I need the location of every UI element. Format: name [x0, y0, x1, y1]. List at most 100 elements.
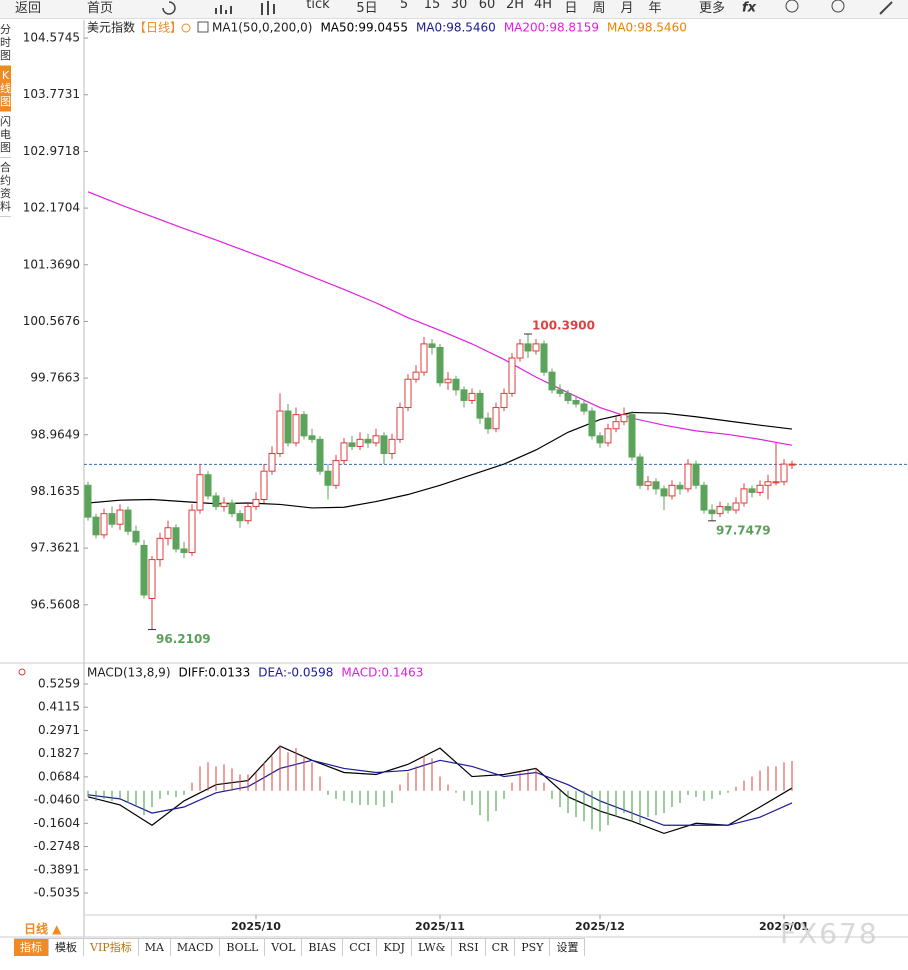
- candle-body: [684, 463, 692, 490]
- candle-body: [396, 407, 404, 440]
- y-tick-label: 103.7731: [23, 87, 80, 101]
- candle-body: [660, 488, 668, 497]
- candle-body: [428, 343, 436, 348]
- indicator-tab[interactable]: BIAS: [302, 938, 344, 956]
- indicator-tab[interactable]: KDJ: [377, 938, 412, 956]
- toolbar-button[interactable]: 30: [450, 0, 468, 12]
- y-tick-label: 98.1635: [30, 484, 80, 498]
- candle-body: [196, 474, 204, 511]
- candle-body: [228, 502, 236, 515]
- line-series: [87, 745, 793, 835]
- toolbar-button[interactable]: 4H: [533, 0, 553, 12]
- indicator-tab[interactable]: CR: [485, 938, 516, 956]
- toolbar-button[interactable]: 月: [620, 1, 634, 16]
- side-tab[interactable]: 合约资料: [0, 158, 11, 217]
- candle-body: [332, 460, 340, 486]
- indicator-tab[interactable]: RSI: [452, 938, 486, 956]
- toolbar: fx 返回 首页 tick 5日 5 15 30 60 2H 4H 日周月年 更多: [0, 0, 908, 19]
- line-series: [87, 759, 793, 826]
- toolbar-button[interactable]: 首页: [86, 1, 114, 16]
- toolbar-button[interactable]: 返回: [14, 1, 42, 16]
- x-tick-label: 2026/01: [759, 920, 809, 933]
- candle-body: [772, 481, 780, 484]
- settings-icon[interactable]: [18, 668, 26, 676]
- candle-body: [668, 484, 676, 497]
- candle-body: [516, 343, 524, 359]
- toolbar-icons: fx: [162, 0, 893, 16]
- side-tab[interactable]: 分时图: [0, 20, 11, 66]
- candle-body: [84, 484, 92, 518]
- candle-icon[interactable]: [261, 1, 275, 15]
- candle-body: [724, 506, 732, 511]
- candle-body: [756, 484, 764, 493]
- indicator-tab[interactable]: MA: [138, 938, 171, 956]
- toolbar-button[interactable]: 60: [478, 0, 496, 12]
- candle-body: [108, 513, 116, 525]
- candle-body: [524, 343, 532, 352]
- indicator-tab[interactable]: 模板: [49, 938, 84, 956]
- indicator-tab[interactable]: PSY: [515, 938, 551, 956]
- y-tick-label: 0.1827: [38, 746, 80, 760]
- add-icon[interactable]: [181, 23, 191, 33]
- indicator-tab[interactable]: MACD: [170, 938, 221, 956]
- candle-body: [700, 484, 708, 511]
- candle-body: [636, 456, 644, 486]
- y-tick-label: 96.5608: [30, 597, 80, 611]
- toolbar-button[interactable]: tick: [306, 0, 330, 12]
- candle-body: [308, 435, 316, 440]
- candle-body: [476, 392, 484, 419]
- candle-body: [220, 502, 228, 508]
- toolbar-button[interactable]: 5: [399, 0, 409, 12]
- toolbar-button[interactable]: 年: [648, 1, 662, 16]
- candle-body: [604, 428, 612, 444]
- side-tab[interactable]: K线图: [0, 66, 11, 112]
- toolbar-button[interactable]: 5日: [356, 1, 378, 16]
- line-series: [87, 411, 793, 509]
- toolbar-button[interactable]: 周: [592, 1, 606, 16]
- indicator-tab[interactable]: 指标: [14, 938, 49, 956]
- candle-body: [92, 516, 100, 536]
- candle-body: [644, 481, 652, 486]
- candle-body: [132, 530, 140, 543]
- indicator-tab[interactable]: CCI: [343, 938, 378, 956]
- candle-body: [260, 470, 268, 500]
- y-tick-label: 98.9649: [30, 427, 80, 441]
- candle-body: [284, 410, 292, 444]
- indicator-tabs: 指标 模板 VIP指标 MA MACD BOLL VOL BIAS CCI KDJ LW& RSI CR…: [14, 938, 586, 956]
- draw-icon[interactable]: [879, 1, 893, 15]
- candle-body: [612, 421, 620, 430]
- indicator-tab[interactable]: VIP指标: [84, 938, 139, 956]
- indicator-tab[interactable]: BOLL: [220, 938, 266, 956]
- candle-body: [620, 414, 628, 423]
- y-tick-label: 102.1704: [23, 201, 80, 215]
- y-tick-label: 0.2971: [38, 723, 80, 737]
- candle-body: [412, 371, 420, 380]
- fx-icon[interactable]: fx: [742, 1, 757, 16]
- side-tab[interactable]: 闪电图: [0, 112, 11, 158]
- period-selector[interactable]: 日线 ▲: [24, 922, 62, 936]
- candle-body: [116, 509, 124, 525]
- zoom-out-icon[interactable]: [785, 0, 799, 13]
- toolbar-button[interactable]: 2H: [505, 0, 525, 12]
- indicator-tab[interactable]: 设置: [550, 938, 586, 956]
- candle-body: [404, 378, 412, 409]
- candle-body: [204, 474, 212, 497]
- toolbar-button[interactable]: 15: [423, 0, 441, 12]
- candle-body: [212, 495, 220, 508]
- candle-body: [356, 438, 364, 447]
- candle-body: [300, 414, 308, 437]
- toolbar-button[interactable]: 更多: [698, 1, 726, 16]
- indicator-tab[interactable]: VOL: [265, 938, 303, 956]
- indicator-tab[interactable]: LW&: [411, 938, 453, 956]
- indicator-icon[interactable]: [197, 21, 209, 33]
- candle-body: [548, 371, 556, 391]
- zoom-in-icon[interactable]: [831, 0, 845, 13]
- candle-body: [276, 410, 284, 455]
- toolbar-button[interactable]: 日: [564, 1, 578, 16]
- refresh-icon[interactable]: [162, 1, 176, 15]
- extreme-label: 96.2109: [156, 632, 211, 646]
- bars-icon[interactable]: [215, 5, 232, 14]
- candle-body: [172, 527, 180, 550]
